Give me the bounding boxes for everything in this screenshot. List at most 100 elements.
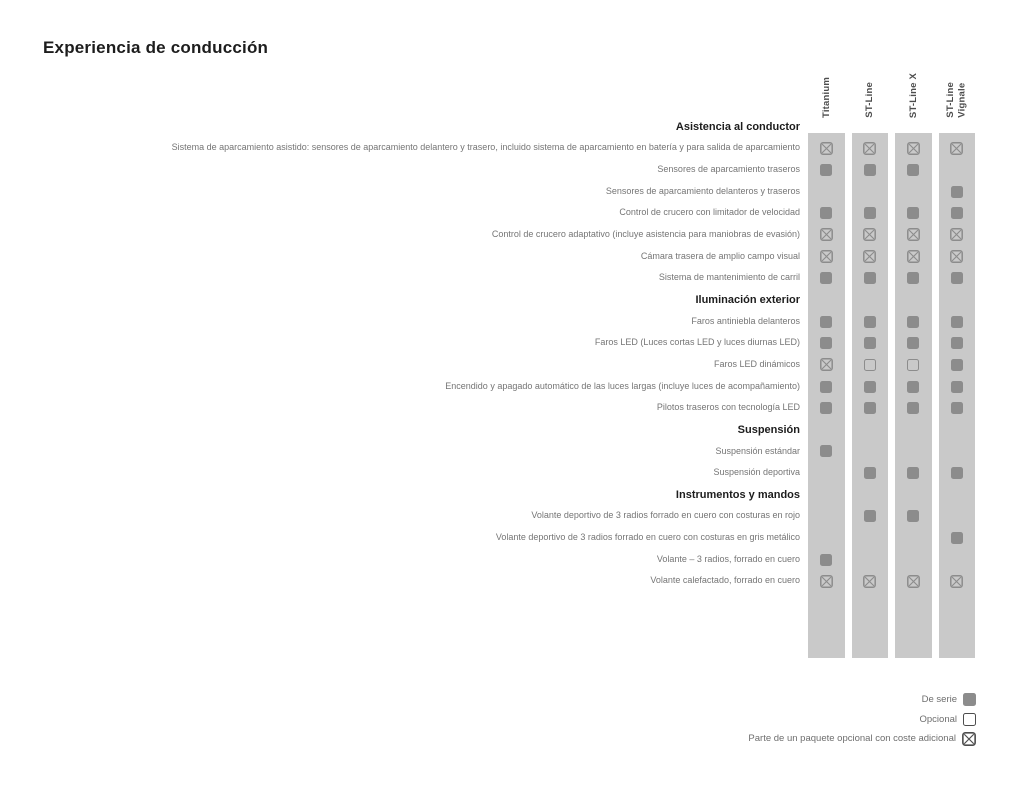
availability-cell: [939, 527, 976, 549]
standard-filled-square-icon: [863, 337, 876, 350]
availability-cell: [939, 397, 976, 419]
availability-cell: [895, 354, 932, 376]
feature-row: Faros LED (Luces cortas LED y luces diur…: [0, 332, 1020, 354]
standard-filled-square-icon: [863, 315, 876, 328]
standard-filled-square-icon: [907, 163, 920, 176]
feature-row: Sensores de aparcamiento delanteros y tr…: [0, 181, 1020, 203]
availability-cell: [939, 571, 976, 593]
availability-cell: [852, 159, 889, 181]
availability-cell: [895, 462, 932, 484]
availability-cell: [895, 224, 932, 246]
section-header-row: Instrumentos y mandos: [0, 484, 1020, 506]
package-crossed-square-icon: [950, 574, 964, 588]
availability-cell: [895, 159, 932, 181]
feature-label: Sistema de aparcamiento asistido: sensor…: [171, 142, 800, 153]
availability-cell: [808, 159, 845, 181]
legend-item-optional: Opcional: [748, 710, 976, 730]
availability-cell: [808, 181, 845, 203]
feature-label: Control de crucero adaptativo (incluye a…: [491, 228, 800, 239]
availability-cell: [852, 397, 889, 419]
availability-cell: [808, 202, 845, 224]
feature-row: Faros antiniebla delanteros: [0, 311, 1020, 333]
column-header-st-line-vignale: ST-Line Vignale: [939, 36, 976, 118]
availability-cell: [808, 224, 845, 246]
legend-item-package: Parte de un paquete opcional con coste a…: [748, 729, 976, 749]
standard-filled-square-icon: [863, 272, 876, 285]
standard-filled-square-icon: [950, 358, 963, 371]
trim-column-band-titanium: [808, 133, 845, 658]
column-header-label: ST-Line Vignale: [945, 82, 968, 118]
feature-row: Suspensión deportiva: [0, 462, 1020, 484]
trim-column-band-st-line-x: [895, 133, 932, 658]
availability-cell: [895, 397, 932, 419]
availability-cell: [852, 506, 889, 528]
standard-filled-square-icon: [863, 207, 876, 220]
availability-cell: [895, 181, 932, 203]
availability-cell: [895, 332, 932, 354]
feature-row: Sistema de aparcamiento asistido: sensor…: [0, 137, 1020, 159]
package-crossed-square-icon: [962, 731, 976, 746]
section-title: Asistencia al conductor: [675, 120, 800, 133]
standard-filled-square-icon: [907, 467, 920, 480]
feature-label: Cámara trasera de amplio campo visual: [640, 250, 800, 261]
standard-filled-square-icon: [950, 207, 963, 220]
availability-cell: [939, 159, 976, 181]
availability-cell: [852, 267, 889, 289]
column-header-st-line-x: ST-Line X: [895, 36, 932, 118]
optional-outline-square-icon: [963, 712, 976, 726]
feature-label: Volante deportivo de 3 radios forrado en…: [531, 510, 800, 521]
availability-cell: [852, 332, 889, 354]
standard-filled-square-icon: [950, 402, 963, 415]
availability-cell: [852, 202, 889, 224]
availability-cell: [852, 571, 889, 593]
availability-cell: [808, 354, 845, 376]
feature-label: Pilotos traseros con tecnología LED: [656, 402, 800, 413]
availability-cell: [895, 571, 932, 593]
feature-label: Sistema de mantenimiento de carril: [658, 272, 800, 283]
section-title: Suspensión: [737, 423, 800, 436]
availability-cell: [852, 181, 889, 203]
availability-cell: [808, 332, 845, 354]
availability-cell: [852, 311, 889, 333]
standard-filled-square-icon: [820, 315, 833, 328]
availability-cell: [895, 506, 932, 528]
availability-cell: [808, 506, 845, 528]
availability-cell: [939, 332, 976, 354]
trim-column-band-st-line-vignale: [938, 133, 975, 658]
section-header-row: Iluminación exterior: [0, 289, 1020, 311]
feature-label: Sensores de aparcamiento delanteros y tr…: [605, 185, 800, 196]
feature-row: Control de crucero con limitador de velo…: [0, 202, 1020, 224]
availability-cell: [939, 137, 976, 159]
availability-cell: [808, 311, 845, 333]
column-header-label: ST-Line X: [907, 72, 919, 118]
section-header-row: Suspensión: [0, 419, 1020, 441]
availability-cell: [895, 441, 932, 463]
feature-label: Faros antiniebla delanteros: [691, 315, 800, 326]
availability-cell: [939, 462, 976, 484]
standard-filled-square-icon: [863, 380, 876, 393]
standard-filled-square-icon: [820, 445, 833, 458]
availability-cell: [895, 376, 932, 398]
availability-cell: [852, 527, 889, 549]
standard-filled-square-icon: [907, 207, 920, 220]
standard-filled-square-icon: [863, 402, 876, 415]
feature-label: Encendido y apagado automático de las lu…: [445, 380, 800, 391]
standard-filled-square-icon: [907, 402, 920, 415]
standard-filled-square-icon: [950, 467, 963, 480]
feature-row: Control de crucero adaptativo (incluye a…: [0, 224, 1020, 246]
availability-cell: [852, 549, 889, 571]
section-header-row: Asistencia al conductor: [0, 116, 1020, 138]
availability-cell: [939, 549, 976, 571]
package-crossed-square-icon: [950, 228, 964, 242]
standard-filled-square-icon: [950, 380, 963, 393]
availability-cell: [939, 354, 976, 376]
standard-filled-square-icon: [820, 553, 833, 566]
package-crossed-square-icon: [863, 141, 877, 155]
legend: De serie Opcional Parte de un paquete opci…: [748, 690, 976, 749]
package-crossed-square-icon: [950, 141, 964, 155]
package-crossed-square-icon: [863, 228, 877, 242]
package-crossed-square-icon: [906, 250, 920, 264]
package-crossed-square-icon: [906, 574, 920, 588]
standard-filled-square-icon: [950, 315, 963, 328]
